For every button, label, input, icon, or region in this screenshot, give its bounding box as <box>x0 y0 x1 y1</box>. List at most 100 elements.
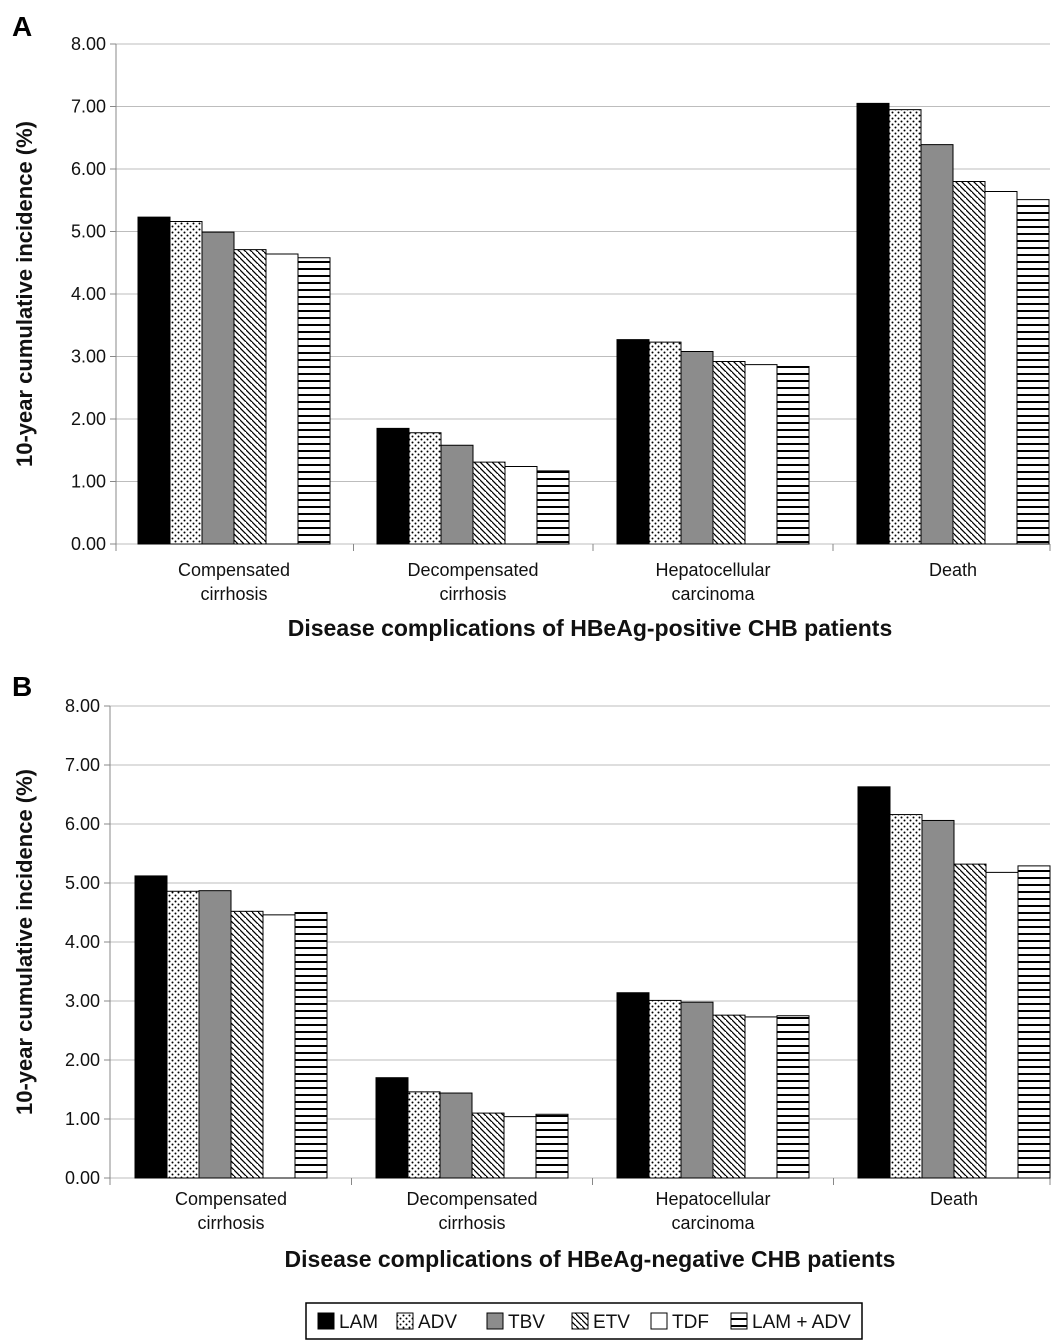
category-label: Death <box>929 560 977 580</box>
bar-etv-1 <box>230 910 264 1179</box>
panel-b-bars <box>134 786 1051 1179</box>
y-tick-label: 3.00 <box>65 991 100 1011</box>
category-label: carcinoma <box>671 1213 755 1233</box>
panel-b-y-axis-label: 10-year cumulative incidence (%) <box>12 769 37 1115</box>
bar-tdf-1 <box>262 914 296 1179</box>
bar-lam-adv-3 <box>776 1015 810 1179</box>
category-label: Decompensated <box>407 560 538 580</box>
y-tick-label: 2.00 <box>65 1050 100 1070</box>
legend-swatch-tbv <box>486 1312 504 1330</box>
legend-swatch-lam-adv <box>730 1312 748 1330</box>
panel-a-category-labels: Compensated cirrhosis Decompensated cirrhos… <box>178 560 977 604</box>
y-tick-label: 4.00 <box>65 932 100 952</box>
bar-adv-3 <box>648 341 682 545</box>
bar-etv-2 <box>472 461 506 545</box>
category-label: cirrhosis <box>200 584 267 604</box>
bar-lam-adv-1 <box>297 257 331 545</box>
bar-adv-2 <box>407 1091 441 1179</box>
bar-lam-adv-4 <box>1017 865 1051 1179</box>
y-tick-label: 0.00 <box>65 1168 100 1188</box>
legend-swatch-adv <box>396 1312 414 1330</box>
bar-lam-adv-2 <box>536 470 570 545</box>
panel-a-x-axis-label: Disease complications of HBeAg-positive … <box>288 615 893 641</box>
category-label: cirrhosis <box>438 1213 505 1233</box>
bar-etv-3 <box>712 1014 746 1179</box>
category-label: Compensated <box>178 560 290 580</box>
panel-a-letter: A <box>12 11 32 42</box>
y-tick-label: 3.00 <box>71 347 106 367</box>
bar-tdf-2 <box>503 1116 537 1179</box>
category-label: Hepatocellular <box>655 1189 770 1209</box>
bar-tbv-2 <box>440 444 474 545</box>
category-label: cirrhosis <box>439 584 506 604</box>
bar-tdf-3 <box>744 364 778 545</box>
category-label: carcinoma <box>671 584 755 604</box>
bar-lam-adv-1 <box>294 912 328 1179</box>
bar-tdf-4 <box>984 191 1018 545</box>
legend-label: LAM + ADV <box>752 1312 851 1333</box>
category-label: Hepatocellular <box>655 560 770 580</box>
legend-label: TBV <box>508 1312 545 1333</box>
bar-lam-adv-4 <box>1016 199 1050 545</box>
y-tick-label: 1.00 <box>65 1109 100 1129</box>
legend: LAM ADV TBV ETV TDF LAM + ADV <box>305 1302 863 1340</box>
bar-etv-2 <box>471 1112 505 1179</box>
y-tick-label: 6.00 <box>65 814 100 834</box>
panel-a-y-ticks: 0.00 1.00 2.00 3.00 4.00 5.00 6.00 7.00 8.00 <box>71 34 106 554</box>
y-tick-label: 4.00 <box>71 284 106 304</box>
bar-lam-3 <box>616 339 650 545</box>
legend-label: ADV <box>418 1312 457 1333</box>
bar-adv-2 <box>408 432 442 545</box>
bar-lam-adv-3 <box>776 366 810 545</box>
y-tick-label: 6.00 <box>71 159 106 179</box>
y-tick-label: 1.00 <box>71 472 106 492</box>
panel-b-category-labels: Compensated cirrhosis Decompensated cirrhos… <box>175 1189 978 1233</box>
legend-label: TDF <box>672 1312 709 1333</box>
y-tick-label: 0.00 <box>71 534 106 554</box>
bar-tdf-3 <box>744 1016 778 1179</box>
category-label: Decompensated <box>406 1189 537 1209</box>
legend-swatch-lam <box>317 1312 335 1330</box>
bar-lam-4 <box>856 102 890 545</box>
category-label: cirrhosis <box>197 1213 264 1233</box>
legend-label: ETV <box>593 1312 630 1333</box>
bar-lam-1 <box>137 216 171 545</box>
y-tick-label: 7.00 <box>71 97 106 117</box>
category-label: Compensated <box>175 1189 287 1209</box>
bar-tdf-4 <box>985 871 1019 1179</box>
bar-tdf-2 <box>504 466 538 545</box>
bar-adv-4 <box>889 814 923 1179</box>
bar-tdf-1 <box>265 253 299 545</box>
y-tick-label: 8.00 <box>71 34 106 54</box>
legend-swatch-tdf <box>650 1312 668 1330</box>
bar-tbv-1 <box>198 890 232 1179</box>
bar-lam-2 <box>375 1077 409 1179</box>
bar-lam-2 <box>376 427 410 545</box>
bar-lam-adv-2 <box>535 1113 569 1179</box>
bar-etv-3 <box>712 361 746 545</box>
y-tick-label: 5.00 <box>71 222 106 242</box>
panel-a-y-axis-label: 10-year cumulative incidence (%) <box>12 121 37 467</box>
y-tick-label: 7.00 <box>65 755 100 775</box>
bar-etv-4 <box>952 181 986 545</box>
bar-tbv-4 <box>921 819 955 1179</box>
panel-a: A 0.00 1.00 2.00 3.00 4.00 5.00 6.00 7.00 8.00 C… <box>12 11 1051 641</box>
bar-tbv-2 <box>439 1092 473 1179</box>
legend-label: LAM <box>339 1312 378 1333</box>
bar-adv-4 <box>888 109 922 545</box>
bar-tbv-3 <box>680 351 714 545</box>
panel-b-y-ticks: 0.00 1.00 2.00 3.00 4.00 5.00 6.00 7.00 8.00 <box>65 696 100 1188</box>
bar-etv-1 <box>233 249 267 545</box>
bar-adv-1 <box>166 890 200 1179</box>
panel-b-letter: B <box>12 671 32 702</box>
bar-tbv-4 <box>920 144 954 545</box>
bar-lam-3 <box>616 992 650 1179</box>
panel-a-bars <box>137 102 1050 545</box>
legend-swatch-etv <box>571 1312 589 1330</box>
bar-tbv-3 <box>680 1001 714 1179</box>
y-tick-label: 8.00 <box>65 696 100 716</box>
bar-lam-4 <box>857 786 891 1179</box>
y-tick-label: 5.00 <box>65 873 100 893</box>
bar-etv-4 <box>953 863 987 1179</box>
